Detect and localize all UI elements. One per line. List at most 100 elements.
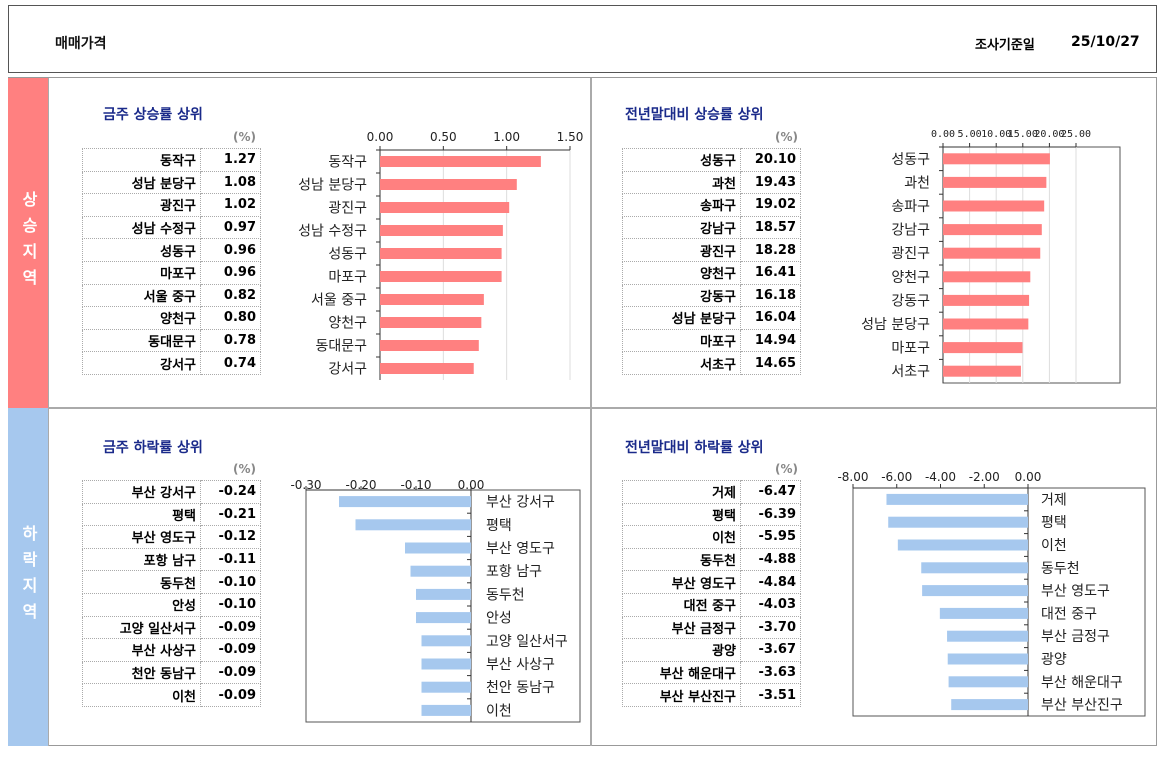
rate-value: 1.27 [200,148,261,172]
rate-value: 0.74 [200,351,261,375]
table-row: 송파구 19.02 [622,193,801,217]
table-row: 포항 남구 -0.11 [82,547,261,572]
rate-value: 0.97 [200,215,261,240]
survey-date: 25/10/27 [1071,34,1140,50]
unit-label: (%) [233,130,256,144]
region-name: 성동구 [622,148,741,172]
table-row: 성동구 20.10 [622,148,801,172]
rate-value: 19.43 [740,170,801,195]
table-row: 양천구 0.80 [82,306,261,330]
table-row: 평택 -0.21 [82,502,261,527]
falling-region-label: 하락지역 [8,408,48,746]
region-name: 부산 금정구 [622,615,741,640]
rate-value: -0.21 [200,502,261,527]
rate-value: 0.96 [200,260,261,285]
region-name: 대전 중구 [622,592,741,617]
divider [48,78,49,746]
table-row: 성남 수정구 0.97 [82,215,261,240]
rate-value: 18.57 [740,215,801,240]
table-row: 부산 부산진구 -3.51 [622,683,801,707]
rate-value: 0.80 [200,306,261,330]
table-row: 광양 -3.67 [622,638,801,662]
rate-value: -6.47 [740,480,801,504]
region-name: 동두천 [622,547,741,572]
rate-value: 19.02 [740,193,801,217]
rate-value: -5.95 [740,525,801,549]
table-row: 대전 중구 -4.03 [622,592,801,617]
rate-value: 16.41 [740,260,801,285]
region-name: 성남 분당구 [622,306,741,330]
unit-label: (%) [775,130,798,144]
survey-date-label: 조사기준일 [975,38,1035,53]
rate-value: -0.09 [200,660,261,685]
rate-value: 0.82 [200,283,261,308]
table-row: 강동구 16.18 [622,283,801,308]
table-row: 동대문구 0.78 [82,328,261,353]
ranking-table: 동작구 1.27 성남 분당구 1.08 광진구 1.02 성남 수정구 0.97 성동구 0.9… [82,148,261,375]
table-row: 부산 해운대구 -3.63 [622,660,801,685]
region-name: 안성 [82,592,201,617]
divider [590,78,592,746]
ranking-table: 성동구 20.10 과천 19.43 송파구 19.02 강남구 18.57 광진구 18.28 양… [622,148,801,375]
unit-label: (%) [775,462,798,476]
section-title: 전년말대비 하락률 상위 [625,440,764,456]
rate-value: 14.94 [740,328,801,353]
ranking-table: 부산 강서구 -0.24 평택 -0.21 부산 영도구 -0.12 포항 남구 -0.11 동… [82,480,261,707]
table-row: 성남 분당구 16.04 [622,306,801,330]
region-name: 거제 [622,480,741,504]
table-row: 서초구 14.65 [622,351,801,375]
table-row: 부산 사상구 -0.09 [82,638,261,662]
rate-value: -4.84 [740,570,801,594]
rate-value: -0.10 [200,592,261,617]
region-name: 부산 부산진구 [622,683,741,707]
rate-value: -4.88 [740,547,801,572]
page-title: 매매가격 [55,36,107,52]
region-name: 동두천 [82,570,201,594]
table-row: 마포구 14.94 [622,328,801,353]
divider [48,407,1157,409]
section-title: 전년말대비 상승률 상위 [625,107,764,123]
rate-value: 16.04 [740,306,801,330]
region-name: 서초구 [622,351,741,375]
unit-label: (%) [233,462,256,476]
section-title: 금주 상승률 상위 [103,107,203,123]
rate-value: 14.65 [740,351,801,375]
table-row: 마포구 0.96 [82,260,261,285]
table-row: 양천구 16.41 [622,260,801,285]
region-name: 동작구 [82,148,201,172]
table-row: 동두천 -4.88 [622,547,801,572]
table-row: 평택 -6.39 [622,502,801,527]
table-row: 천안 동남구 -0.09 [82,660,261,685]
table-row: 강서구 0.74 [82,351,261,375]
region-name: 마포구 [82,260,201,285]
rate-value: 0.96 [200,238,261,262]
region-name: 강남구 [622,215,741,240]
region-name: 송파구 [622,193,741,217]
region-name: 강동구 [622,283,741,308]
rate-value: 0.78 [200,328,261,353]
table-row: 성동구 0.96 [82,238,261,262]
rate-value: -0.09 [200,638,261,662]
table-row: 거제 -6.47 [622,480,801,504]
region-name: 과천 [622,170,741,195]
rate-value: -0.24 [200,480,261,504]
region-name: 이천 [82,683,201,707]
table-row: 성남 분당구 1.08 [82,170,261,195]
header-bar: 매매가격 조사기준일 25/10/27 [8,5,1157,73]
region-name: 부산 강서구 [82,480,201,504]
rate-value: 16.18 [740,283,801,308]
section-title: 금주 하락률 상위 [103,440,203,456]
ranking-table: 거제 -6.47 평택 -6.39 이천 -5.95 동두천 -4.88 부산 영도구 -4.84… [622,480,801,707]
region-name: 성남 수정구 [82,215,201,240]
region-name: 성동구 [82,238,201,262]
rate-value: -0.09 [200,683,261,707]
rate-value: -0.11 [200,547,261,572]
region-name: 마포구 [622,328,741,353]
table-row: 이천 -5.95 [622,525,801,549]
region-name: 부산 해운대구 [622,660,741,685]
table-row: 부산 영도구 -4.84 [622,570,801,594]
table-row: 광진구 18.28 [622,238,801,262]
table-row: 이천 -0.09 [82,683,261,707]
rate-value: 18.28 [740,238,801,262]
